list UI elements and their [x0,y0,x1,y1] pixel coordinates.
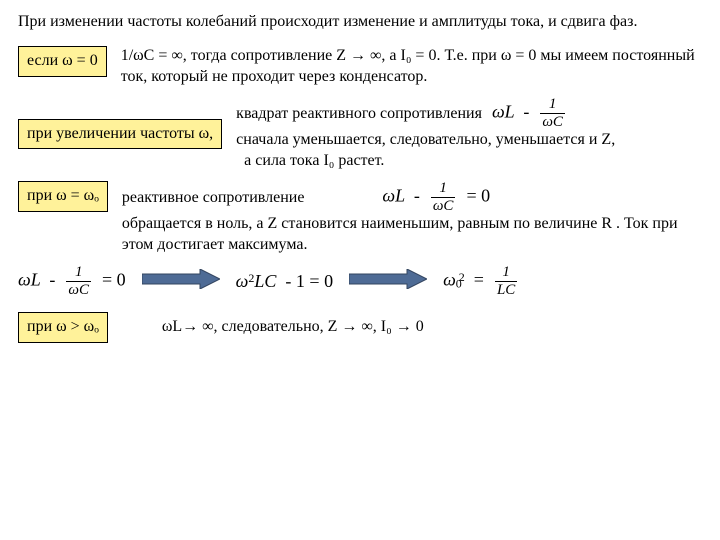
eq-step2: ω2LC - 1 = 0 [236,270,333,293]
arrow-icon [349,269,427,295]
intro-text: При изменении частоты колебаний происход… [18,12,702,32]
eq-wl-1wc: ωL - 1ωC [492,97,567,130]
c1-pre: квадрат реактивного сопротивления [236,104,482,124]
eq-step3: ω02 = 1LC [443,265,519,298]
eq-step1: ωL - 1ωC = 0 [18,265,126,298]
c2-post: обращается в ноль, а Z становится наимен… [122,214,702,255]
tag-omega-zero: если ω = 0 [18,46,107,76]
c1-post: сначала уменьшается, следовательно, умен… [236,130,702,150]
text-omega-gt: ωL→ ∞, следовательно, Z → ∞, I₀ → 0 [122,317,702,337]
c2-pre: реактивное сопротивление [122,188,305,208]
tag-omega-increase: при увеличении частоты ω, [18,119,222,149]
tag-omega-eq: при ω = ωₒ [18,181,108,211]
c1-tail: а сила тока I₀ растет. [236,151,702,171]
arrow-icon [142,269,220,295]
eq-wl-1wc-eq0-inline: ωL - 1ωC = 0 [382,181,490,214]
tag-omega-gt: при ω > ωₒ [18,312,108,342]
text-omega-zero: 1/ωC = ∞, тогда сопротивление Z → ∞, а I… [121,46,702,87]
derivation-row: ωL - 1ωC = 0 ω2LC - 1 = 0 ω02 = 1LC [18,265,702,298]
